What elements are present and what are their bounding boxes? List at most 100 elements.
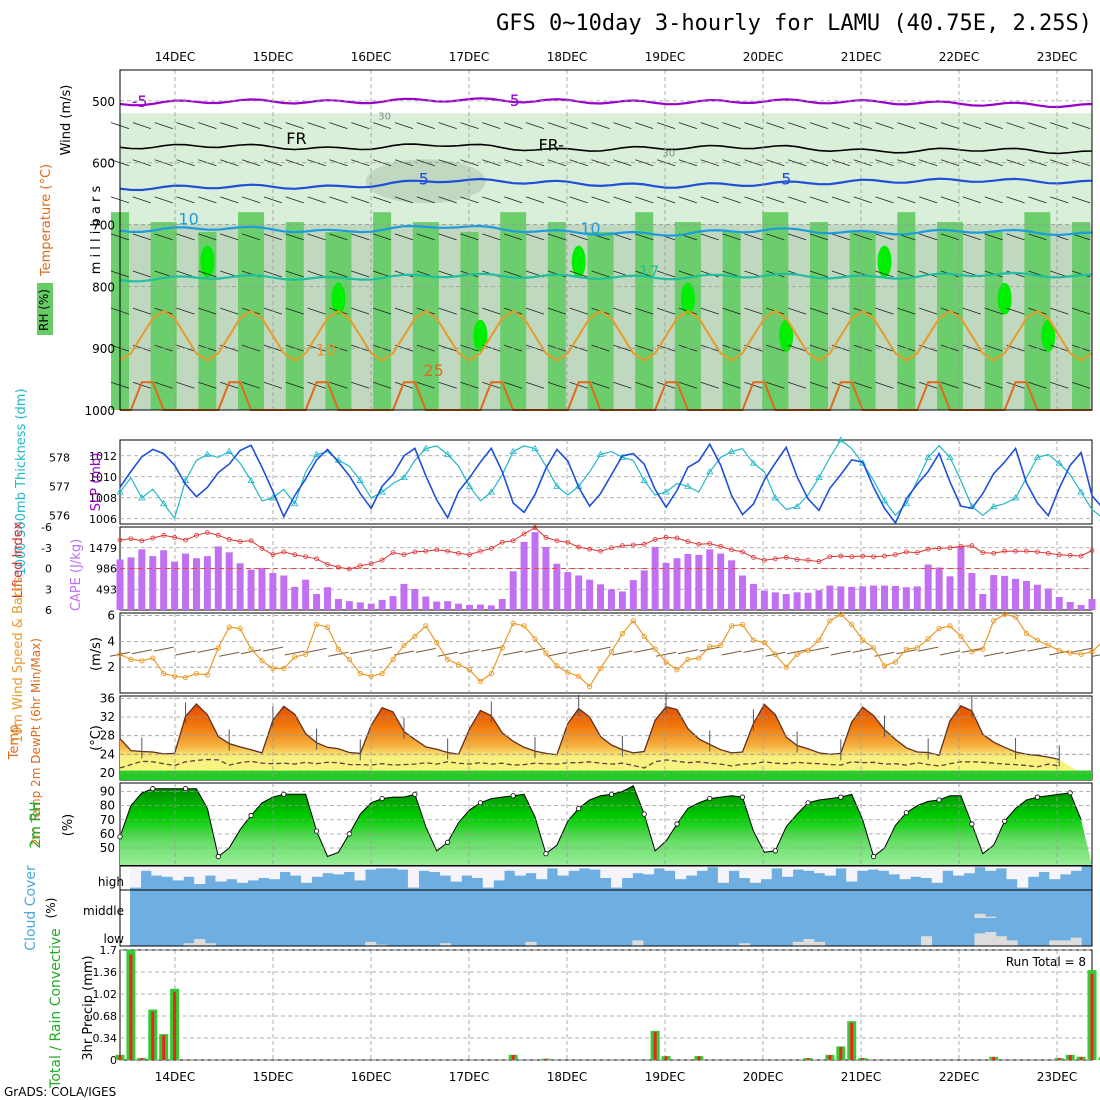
wind-speed-marker [958, 633, 964, 639]
wind-speed-marker [1034, 637, 1041, 643]
wind-barb [154, 381, 173, 389]
cape-tick-label: 493 [96, 583, 117, 596]
wind-barb [853, 233, 872, 241]
li-marker [1013, 548, 1018, 554]
li-marker [641, 541, 647, 547]
wind-barb [132, 122, 151, 130]
rh-marker [182, 786, 189, 792]
cloud-high-gap [963, 866, 975, 874]
li-marker [871, 554, 876, 560]
cloud-high-gap [226, 866, 238, 880]
cape-bar [913, 586, 921, 610]
li-marker [445, 548, 451, 554]
cloud-high-gap [204, 866, 216, 876]
li-marker [554, 538, 560, 544]
cloud-high-gap [450, 866, 462, 882]
wind-barb [351, 122, 370, 130]
wind-barb [1006, 233, 1025, 241]
cape-bar [651, 546, 659, 610]
wind-barb [766, 196, 785, 204]
wind-barb [700, 381, 719, 389]
wind-speed-marker [674, 667, 680, 673]
wind10m-barb [175, 650, 196, 656]
cloud-high-gap [343, 866, 355, 872]
wind-barb [198, 381, 217, 389]
li-marker [707, 541, 713, 546]
wind-barb [831, 233, 850, 241]
cape-bar [116, 559, 124, 610]
rh-moist-column [809, 222, 828, 410]
day-label-top: 18DEC [547, 50, 587, 64]
cloud-high-gap [899, 866, 911, 880]
wind-barb [307, 122, 326, 130]
cape-bar [171, 561, 179, 610]
wind-barb [831, 307, 850, 315]
wind-barb [1028, 122, 1047, 130]
wind-barb [504, 381, 523, 389]
cloud-high-label: high [98, 875, 124, 889]
wind-barb [962, 159, 981, 167]
temp-tick-label: 32 [100, 710, 115, 724]
wind-barb [787, 344, 807, 352]
precip-convective-bar [1090, 973, 1094, 1060]
li-marker [423, 548, 429, 554]
wind-barb [1050, 196, 1069, 204]
contour-label: 30 [662, 149, 675, 160]
wind-barb [241, 196, 261, 204]
wind-barb [569, 233, 588, 241]
wind-barb [1006, 122, 1025, 130]
wind-speed-marker [510, 620, 516, 626]
wind-barb [875, 381, 894, 389]
wind-barb [460, 344, 479, 352]
wind-barb [547, 233, 566, 241]
thickness-tick-label: 576 [49, 509, 70, 522]
wind-speed-marker [761, 640, 768, 646]
rh-tick-label: 70 [100, 813, 115, 827]
wind-barb [154, 122, 173, 130]
rh-marker [543, 851, 549, 857]
thickness-marker [378, 488, 386, 495]
cape-bar [367, 603, 375, 610]
thickness-marker [312, 450, 321, 457]
rh-line [119, 785, 1082, 858]
cape-bar [433, 601, 441, 610]
precip-convective-bar [828, 1055, 832, 1060]
li-marker [237, 539, 243, 544]
wind-barb [962, 381, 981, 389]
wind-speed-marker [849, 621, 855, 628]
cloud-high-gap [365, 866, 377, 870]
cape-bar [487, 605, 495, 610]
wind10m-barb [524, 647, 546, 653]
li-marker [1034, 549, 1040, 555]
cloud-high-gap [589, 866, 601, 870]
cape-bar [1088, 599, 1096, 610]
wind-barb [438, 196, 457, 204]
legend-temperature: Temperature (°C) [39, 164, 54, 277]
cape-bar [1055, 596, 1063, 610]
wind-barb [416, 196, 435, 204]
wind-barb [656, 270, 676, 278]
wind-barb [656, 196, 676, 204]
cloud-high-gap [258, 866, 270, 878]
precip-convective-bar [992, 1056, 996, 1060]
cloud-high-gap [546, 866, 558, 869]
cloud-high-gap [621, 866, 633, 878]
legend-rh: RH (%) [37, 289, 51, 331]
wind-barb [897, 122, 916, 130]
rh-saturated-cell [1041, 319, 1056, 352]
li-marker [718, 543, 724, 549]
cape-bar [837, 586, 845, 610]
wind-barb [940, 159, 960, 167]
wind-barb [1071, 122, 1091, 130]
rh-marker [510, 793, 516, 799]
thickness-marker [990, 502, 998, 510]
wind-barb [351, 270, 370, 278]
li-marker [357, 563, 363, 569]
wind-barb [591, 270, 610, 278]
cloud-high-gap [236, 866, 248, 883]
cloud-high-gap [183, 866, 195, 877]
rh-marker [969, 821, 975, 827]
wind-barb [591, 159, 610, 167]
wind-barb [700, 196, 719, 204]
cloud-high-gap [472, 866, 484, 878]
